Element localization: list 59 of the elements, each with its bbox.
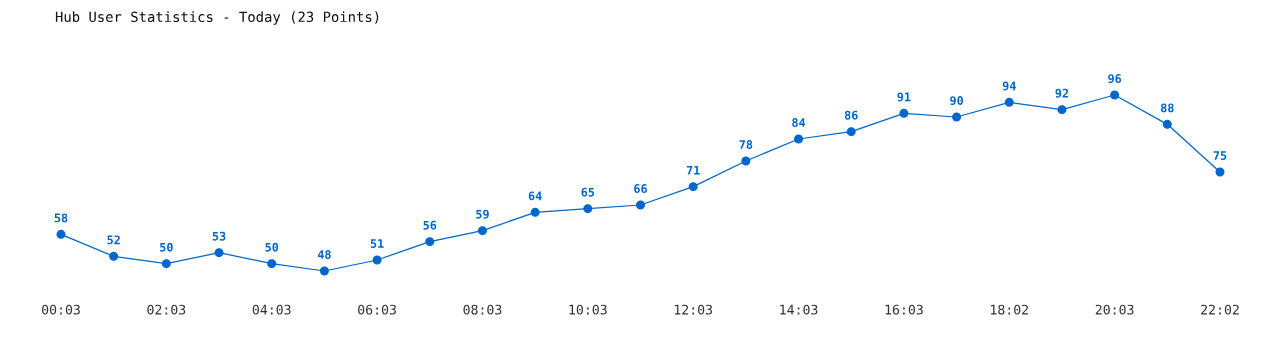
x-tick-label: 00:03 <box>42 304 80 315</box>
data-label: 51 <box>370 239 384 248</box>
data-label: 91 <box>897 92 911 102</box>
point <box>425 237 435 247</box>
point <box>1110 90 1120 100</box>
data-label: 50 <box>160 242 173 252</box>
point <box>214 248 224 258</box>
data-label: 58 <box>54 213 68 223</box>
point <box>372 255 382 265</box>
data-label: 90 <box>950 96 963 106</box>
chart-title: Hub User Statistics - Today (23 Points) <box>55 11 379 25</box>
data-label: 71 <box>686 165 700 175</box>
point <box>1162 119 1172 129</box>
x-tick-label: 04:03 <box>252 304 291 315</box>
data-label: 96 <box>1108 74 1122 84</box>
data-label: 94 <box>1002 81 1016 91</box>
x-tick-label: 16:03 <box>885 304 923 315</box>
point <box>56 229 66 239</box>
point <box>635 200 646 210</box>
x-tick-label: 14:03 <box>780 304 818 315</box>
data-label: 50 <box>265 242 279 252</box>
point <box>952 112 962 122</box>
data-label: 56 <box>423 220 437 230</box>
data-label: 53 <box>212 231 226 241</box>
data-label: 65 <box>581 187 595 197</box>
point <box>688 182 698 192</box>
point <box>899 108 909 118</box>
point <box>109 251 119 261</box>
point <box>794 134 804 144</box>
data-label: 48 <box>317 250 331 259</box>
data-label: 64 <box>528 191 542 201</box>
point <box>267 259 277 269</box>
point <box>319 266 329 276</box>
data-label: 86 <box>844 110 858 120</box>
data-label: 59 <box>476 209 489 219</box>
x-tick-label: 02:03 <box>147 304 186 315</box>
point <box>161 259 171 269</box>
data-label: 52 <box>107 235 120 245</box>
x-tick-label: 10:03 <box>569 304 607 315</box>
x-tick-label: 06:03 <box>358 304 396 315</box>
x-tick-label: 18:02 <box>991 304 1029 315</box>
point <box>583 204 593 214</box>
data-label: 84 <box>792 118 806 127</box>
point <box>530 207 540 217</box>
point <box>1215 167 1225 177</box>
point <box>1004 97 1014 107</box>
data-label: 78 <box>739 140 753 149</box>
data-label: 75 <box>1213 151 1227 160</box>
x-tick-label: 22:02 <box>1201 304 1239 315</box>
point <box>1057 105 1067 115</box>
point <box>846 127 856 137</box>
data-label: 92 <box>1055 88 1069 98</box>
x-tick-label: 08:03 <box>463 304 502 315</box>
data-label: 66 <box>634 184 647 193</box>
point <box>477 226 487 236</box>
x-tick-label: 12:03 <box>674 304 713 315</box>
point <box>741 156 751 166</box>
x-tick-label: 20:03 <box>1095 304 1134 315</box>
data-label: 88 <box>1160 103 1174 113</box>
